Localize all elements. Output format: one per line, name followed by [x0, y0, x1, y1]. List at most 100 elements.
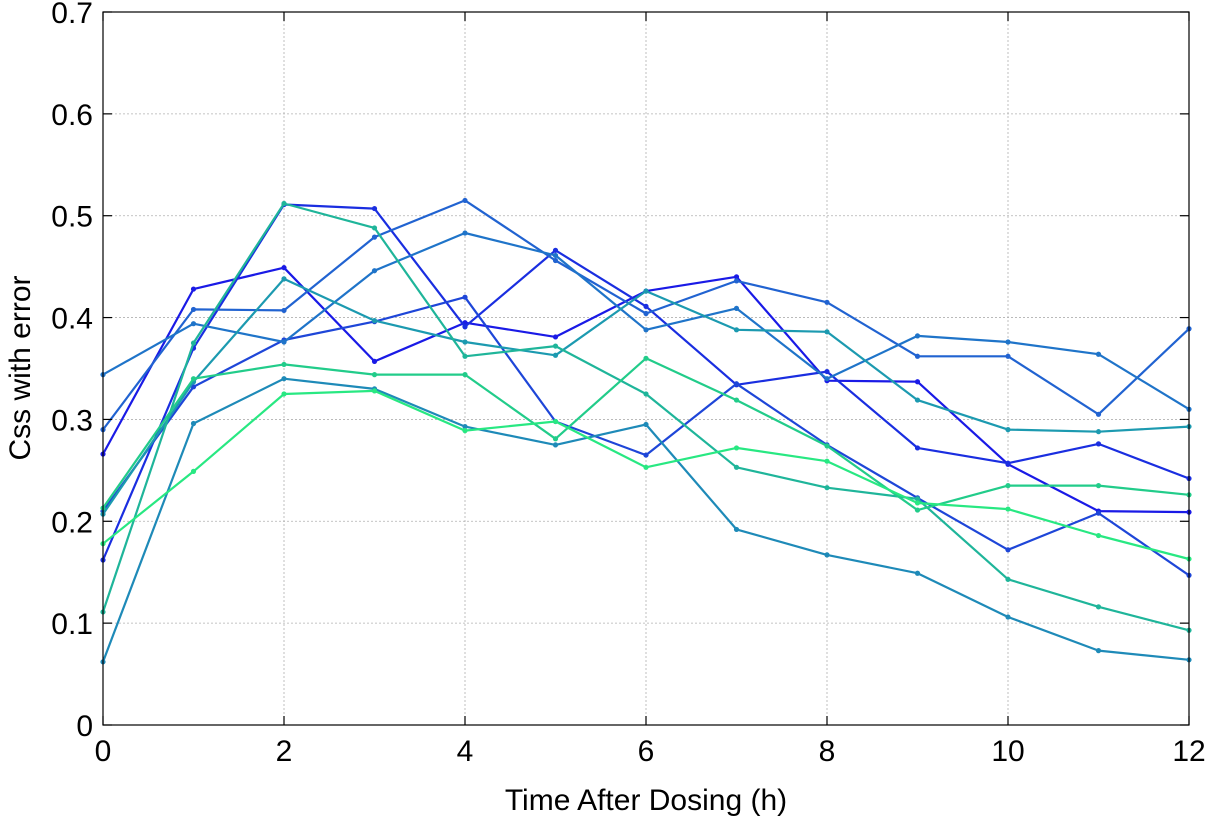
y-tick-label: 0.2 [51, 506, 93, 539]
series-8 [100, 200, 1192, 633]
data-point [824, 376, 830, 382]
data-point [914, 496, 921, 502]
data-point [371, 234, 378, 240]
x-tick-label: 6 [638, 735, 655, 768]
data-point [462, 324, 468, 330]
data-point [1095, 648, 1102, 654]
data-point [462, 230, 468, 236]
data-point [371, 225, 378, 231]
data-point [824, 368, 830, 375]
data-point [1095, 532, 1102, 539]
x-tick-label: 0 [95, 735, 112, 768]
data-point [1005, 427, 1011, 433]
data-point [190, 340, 197, 346]
data-point [733, 397, 740, 403]
axis-ticks [102, 11, 1190, 726]
data-point [733, 278, 740, 284]
data-point [371, 268, 378, 274]
data-point [824, 552, 830, 558]
y-axis-label: Css with error [4, 275, 37, 460]
data-point [281, 276, 287, 282]
data-point [552, 252, 559, 259]
data-point [1005, 353, 1011, 359]
data-point [281, 265, 287, 271]
data-point [643, 355, 649, 361]
y-tick-label: 0 [76, 710, 93, 743]
data-point [462, 428, 468, 434]
data-point [733, 305, 740, 312]
data-point [552, 247, 559, 253]
data-point [643, 464, 649, 470]
data-point [1005, 460, 1011, 466]
data-point [643, 310, 649, 317]
data-point [733, 381, 740, 387]
data-point [1005, 339, 1011, 345]
data-point [462, 353, 468, 359]
data-point [733, 464, 740, 470]
data-point [190, 286, 197, 292]
series-10 [100, 388, 1192, 562]
data-point [1005, 614, 1011, 620]
x-tick-label: 4 [457, 735, 474, 768]
data-point [1095, 483, 1102, 489]
data-point [281, 391, 287, 397]
series-6 [100, 376, 1192, 665]
data-point [643, 303, 649, 309]
data-point [1005, 576, 1011, 582]
data-point [914, 570, 921, 576]
x-tick-label: 8 [819, 735, 836, 768]
data-point [281, 307, 287, 314]
data-point [552, 442, 559, 448]
x-tick-label: 10 [991, 735, 1024, 768]
data-point [1095, 604, 1102, 610]
data-point [733, 526, 740, 533]
data-point [371, 372, 378, 378]
x-tick-label: 2 [276, 735, 293, 768]
series-7 [100, 276, 1192, 517]
data-point [643, 391, 649, 397]
data-point [914, 333, 921, 339]
data-point [1095, 441, 1102, 447]
data-point [1095, 351, 1102, 357]
y-tick-label: 0.7 [51, 0, 93, 30]
data-point [1005, 506, 1011, 512]
data-point [914, 500, 921, 506]
data-point [1095, 429, 1102, 435]
data-point [371, 358, 378, 364]
data-point [190, 306, 197, 313]
data-point [824, 329, 830, 335]
series-group [100, 197, 1192, 665]
data-point [824, 485, 830, 491]
data-point [371, 205, 378, 212]
data-point [643, 327, 649, 333]
data-point [914, 445, 921, 451]
data-point [552, 352, 559, 358]
data-point [190, 376, 197, 382]
data-point [733, 274, 740, 280]
data-point [462, 339, 468, 345]
data-point [824, 443, 830, 449]
y-tick-label: 0.3 [51, 404, 93, 437]
y-tick-label: 0.1 [51, 608, 93, 641]
data-point [281, 376, 287, 382]
data-point [281, 339, 287, 345]
data-point [552, 436, 559, 442]
x-axis-label: Time After Dosing (h) [505, 784, 787, 817]
data-point [462, 197, 468, 204]
data-point [190, 321, 197, 327]
data-point [552, 334, 559, 340]
series-5 [100, 230, 1192, 412]
data-point [1095, 510, 1102, 516]
data-point [371, 318, 378, 324]
y-tick-label: 0.5 [51, 201, 93, 234]
data-point [914, 507, 921, 513]
data-point [914, 379, 921, 385]
data-point [552, 343, 559, 349]
data-point [1005, 483, 1011, 489]
data-point [733, 327, 740, 333]
data-point [1095, 411, 1102, 417]
data-point [190, 420, 197, 427]
data-point [824, 299, 830, 305]
series-9 [100, 355, 1192, 513]
